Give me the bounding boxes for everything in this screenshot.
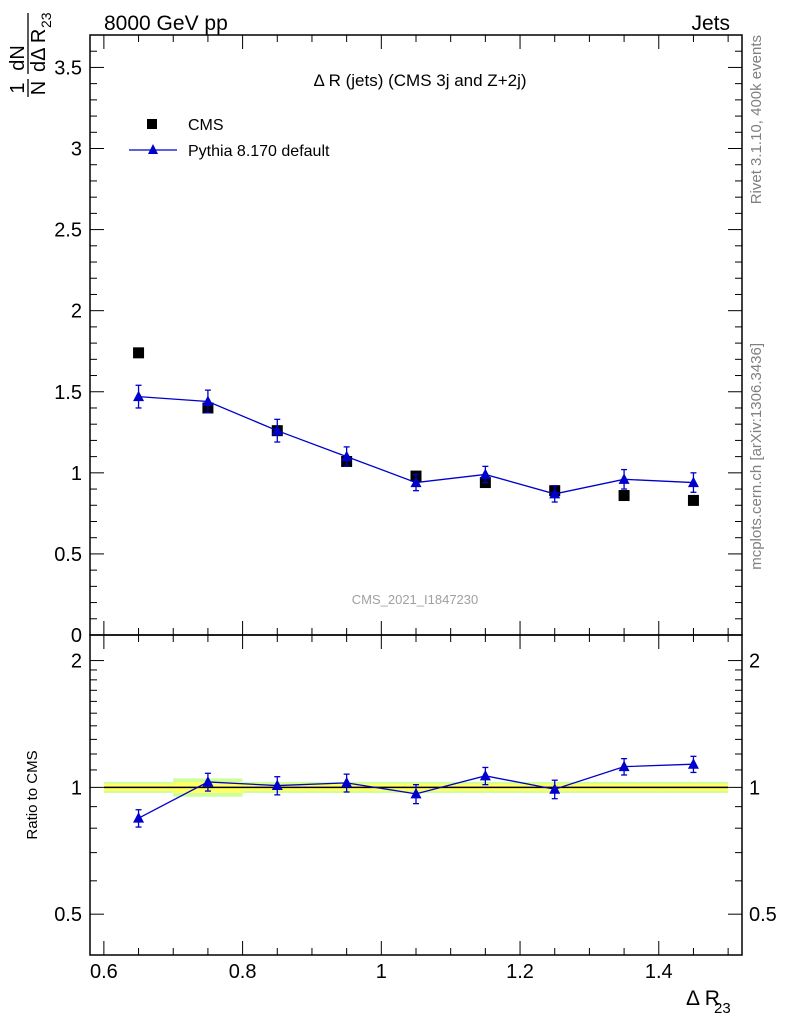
ratio-ylabel: Ratio to CMS <box>24 750 41 839</box>
legend: CMS Pythia 8.170 default <box>129 117 330 160</box>
pythia-data-point <box>202 395 214 406</box>
pythia-data-point <box>341 450 353 462</box>
ratio-tick-label-right: 0.5 <box>749 904 777 926</box>
ylabel-dn: dN <box>7 45 29 71</box>
cms-data-point <box>133 347 145 359</box>
header-right-label: Jets <box>691 12 730 35</box>
mcplots-label: mcplots.cern.ch [arXiv:1306.3436] <box>748 343 765 570</box>
ratio-axes: 0.6 0.8 1 1.2 1.4 0.5 0.5 1 1 2 2 <box>54 635 777 983</box>
ratio-tick-label-left: 1 <box>71 777 82 799</box>
legend-cms-marker <box>147 119 157 129</box>
ratio-pythia-point <box>618 760 630 772</box>
y-tick-label: 2 <box>71 301 82 323</box>
ratio-pythia-point <box>341 776 353 788</box>
y-tick-label: 1.5 <box>54 382 82 404</box>
ylabel-one: 1 <box>7 82 29 93</box>
legend-cms-label: CMS <box>188 117 224 134</box>
ratio-marks <box>103 755 729 828</box>
ratio-frame <box>89 634 743 956</box>
pythia-data-point <box>549 487 561 499</box>
x-tick-label: 1.2 <box>506 961 534 983</box>
legend-mc-marker <box>148 144 158 154</box>
ratio-tick-label-right: 1 <box>749 777 760 799</box>
ratio-pythia-point <box>410 787 422 799</box>
y-tick-label: 2.5 <box>54 220 82 242</box>
ratio-pythia-point <box>479 769 491 781</box>
y-tick-label: 0 <box>71 625 82 647</box>
legend-mc-label: Pythia 8.170 default <box>188 143 330 160</box>
x-tick-label: 0.8 <box>229 961 257 983</box>
main-ylabel: 1 N dN dΔ R 23 <box>7 12 54 97</box>
pythia-data-point <box>271 424 283 436</box>
cms-data-point <box>687 494 699 506</box>
main-marks <box>133 347 699 506</box>
pythia-data-point <box>687 476 699 488</box>
y-tick-label: 3 <box>71 139 82 161</box>
ratio-pythia-point <box>687 758 699 769</box>
pythia-data-point <box>133 390 145 402</box>
ylabel-ddr: dΔ R <box>28 29 50 72</box>
analysis-id: CMS_2021_I1847230 <box>352 592 479 607</box>
ylabel-sub: 23 <box>38 12 54 28</box>
ylabel-n: N <box>28 81 50 95</box>
y-tick-label: 3.5 <box>54 57 82 79</box>
x-tick-label: 0.6 <box>90 961 118 983</box>
x-tick-label: 1 <box>376 961 387 983</box>
y-tick-label: 0.5 <box>54 544 82 566</box>
xlabel-main: Δ R <box>686 987 720 1010</box>
ratio-pythia-point <box>549 783 561 794</box>
ratio-tick-label-left: 2 <box>71 651 82 673</box>
ratio-pythia-point <box>133 812 145 823</box>
ratio-pythia-point <box>271 779 283 791</box>
ratio-panel: 0.6 0.8 1 1.2 1.4 0.5 0.5 1 1 2 2 <box>54 634 777 983</box>
cms-data-point <box>618 490 630 502</box>
rivet-label: Rivet 3.1.10, 400k events <box>748 35 765 204</box>
pythia-data-point <box>410 476 422 488</box>
ratio-pythia-point <box>202 775 214 787</box>
main-panel: 0 0.5 1 1.5 2 2.5 3 3.5 Δ R (jets) (CMS 3j and … <box>54 34 743 647</box>
x-axis-label: Δ R 23 <box>686 987 731 1017</box>
x-tick-label: 1.4 <box>645 961 673 983</box>
main-title: Δ R (jets) (CMS 3j and Z+2j) <box>313 71 526 90</box>
y-tick-label: 1 <box>71 463 82 485</box>
ratio-tick-label-left: 0.5 <box>54 904 82 926</box>
ratio-tick-label-right: 2 <box>749 651 760 673</box>
main-axes: 0 0.5 1 1.5 2 2.5 3 3.5 <box>54 35 742 647</box>
header-left-label: 8000 GeV pp <box>104 12 228 35</box>
pythia-data-point <box>479 468 491 479</box>
xlabel-sub: 23 <box>714 1000 731 1017</box>
pythia-data-point <box>618 473 630 484</box>
